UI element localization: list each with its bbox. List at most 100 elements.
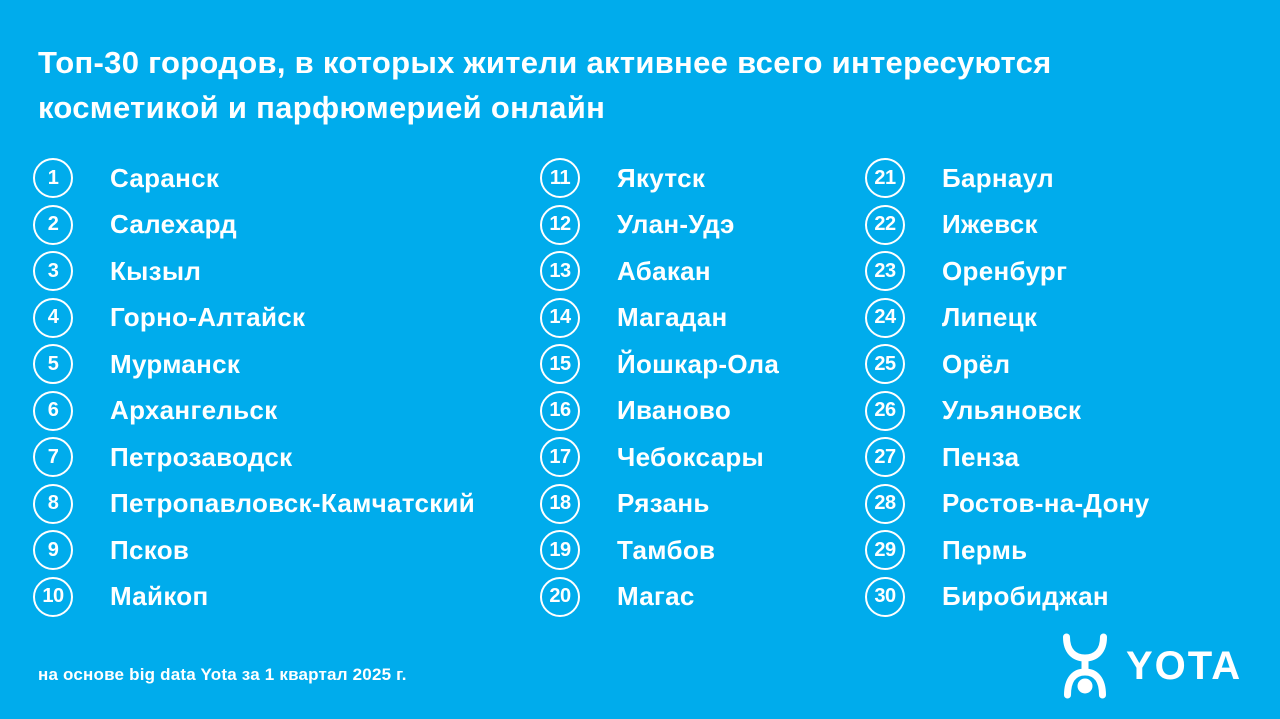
list-item: 21 Барнаул — [865, 155, 1150, 202]
city-label: Архангельск — [110, 395, 278, 426]
list-item: 26 Ульяновск — [865, 388, 1150, 435]
city-label: Петропавловск-Камчатский — [110, 488, 476, 519]
city-label: Магас — [617, 581, 695, 612]
rank-badge: 19 — [540, 530, 580, 571]
city-label: Йошкар-Ола — [617, 348, 780, 379]
rank-badge: 28 — [865, 483, 905, 524]
rank-badge: 24 — [865, 297, 905, 338]
list-item: 16 Иваново — [540, 388, 779, 435]
page-title-line2: косметикой и парфюмерией онлайн — [38, 90, 606, 125]
list-item: 17 Чебоксары — [540, 434, 779, 481]
rank-badge: 27 — [865, 437, 905, 478]
yota-wordmark: YOTA — [1126, 644, 1243, 688]
rank-badge: 13 — [540, 251, 580, 292]
city-label: Кызыл — [110, 255, 202, 286]
city-label: Липецк — [942, 302, 1038, 333]
city-label: Магадан — [617, 302, 728, 333]
ranking-column-1: 1 Саранск 2 Салехард 3 Кызыл 4 Горно-Алтайск… — [33, 155, 475, 620]
rank-badge: 6 — [33, 390, 73, 431]
rank-badge: 18 — [540, 483, 580, 524]
page-title: Топ-30 городов, в которых жители активне… — [38, 40, 1052, 130]
list-item: 23 Оренбург — [865, 248, 1150, 295]
yota-logo: YOTA — [1060, 633, 1242, 699]
list-item: 29 Пермь — [865, 527, 1150, 574]
rank-badge: 11 — [540, 158, 580, 199]
list-item: 5 Мурманск — [33, 341, 475, 388]
city-label: Пенза — [942, 441, 1020, 472]
yota-figure-icon — [1060, 633, 1110, 699]
list-item: 19 Тамбов — [540, 527, 779, 574]
list-item: 11 Якутск — [540, 155, 779, 202]
rank-badge: 10 — [33, 576, 73, 617]
rank-badge: 23 — [865, 251, 905, 292]
rank-badge: 9 — [33, 530, 73, 571]
city-label: Якутск — [617, 162, 706, 193]
city-label: Барнаул — [942, 162, 1054, 193]
city-label: Майкоп — [110, 581, 209, 612]
ranking-column-3: 21 Барнаул 22 Ижевск 23 Оренбург 24 Липецк 2… — [865, 155, 1150, 620]
rank-badge: 25 — [865, 344, 905, 385]
rank-badge: 5 — [33, 344, 73, 385]
rank-badge: 26 — [865, 390, 905, 431]
city-label: Оренбург — [942, 255, 1068, 286]
list-item: 18 Рязань — [540, 481, 779, 528]
city-label: Иваново — [617, 395, 731, 426]
list-item: 8 Петропавловск-Камчатский — [33, 481, 475, 528]
city-label: Тамбов — [617, 534, 716, 565]
list-item: 1 Саранск — [33, 155, 475, 202]
city-label: Рязань — [617, 488, 710, 519]
list-item: 20 Магас — [540, 574, 779, 621]
rank-badge: 15 — [540, 344, 580, 385]
rank-badge: 17 — [540, 437, 580, 478]
list-item: 3 Кызыл — [33, 248, 475, 295]
city-label: Псков — [110, 534, 190, 565]
list-item: 10 Майкоп — [33, 574, 475, 621]
rank-badge: 4 — [33, 297, 73, 338]
list-item: 13 Абакан — [540, 248, 779, 295]
city-label: Саранск — [110, 162, 220, 193]
rank-badge: 30 — [865, 576, 905, 617]
city-label: Ижевск — [942, 209, 1038, 240]
list-item: 12 Улан-Удэ — [540, 202, 779, 249]
list-item: 25 Орёл — [865, 341, 1150, 388]
list-item: 27 Пенза — [865, 434, 1150, 481]
rank-badge: 8 — [33, 483, 73, 524]
city-label: Мурманск — [110, 348, 241, 379]
rank-badge: 20 — [540, 576, 580, 617]
list-item: 24 Липецк — [865, 295, 1150, 342]
list-item: 4 Горно-Алтайск — [33, 295, 475, 342]
city-label: Улан-Удэ — [617, 209, 735, 240]
rank-badge: 14 — [540, 297, 580, 338]
source-note: на основе big data Yota за 1 квартал 202… — [38, 665, 407, 684]
city-label: Горно-Алтайск — [110, 302, 306, 333]
rank-badge: 3 — [33, 251, 73, 292]
list-item: 14 Магадан — [540, 295, 779, 342]
rank-badge: 1 — [33, 158, 73, 199]
city-label: Орёл — [942, 348, 1011, 379]
city-label: Ульяновск — [942, 395, 1082, 426]
list-item: 7 Петрозаводск — [33, 434, 475, 481]
ranking-column-2: 11 Якутск 12 Улан-Удэ 13 Абакан 14 Магадан 1… — [540, 155, 779, 620]
rank-badge: 29 — [865, 530, 905, 571]
city-label: Пермь — [942, 534, 1028, 565]
list-item: 15 Йошкар-Ола — [540, 341, 779, 388]
city-label: Биробиджан — [942, 581, 1109, 612]
city-label: Абакан — [617, 255, 711, 286]
list-item: 9 Псков — [33, 527, 475, 574]
rank-badge: 22 — [865, 204, 905, 245]
list-item: 30 Биробиджан — [865, 574, 1150, 621]
city-label: Чебоксары — [617, 441, 765, 472]
list-item: 2 Салехард — [33, 202, 475, 249]
rank-badge: 12 — [540, 204, 580, 245]
list-item: 28 Ростов-на-Дону — [865, 481, 1150, 528]
list-item: 6 Архангельск — [33, 388, 475, 435]
rank-badge: 16 — [540, 390, 580, 431]
rank-badge: 21 — [865, 158, 905, 199]
city-label: Ростов-на-Дону — [942, 488, 1150, 519]
city-label: Петрозаводск — [110, 441, 293, 472]
rank-badge: 7 — [33, 437, 73, 478]
list-item: 22 Ижевск — [865, 202, 1150, 249]
city-label: Салехард — [110, 209, 237, 240]
page-title-line1: Топ-30 городов, в которых жители активне… — [38, 45, 1052, 80]
rank-badge: 2 — [33, 204, 73, 245]
